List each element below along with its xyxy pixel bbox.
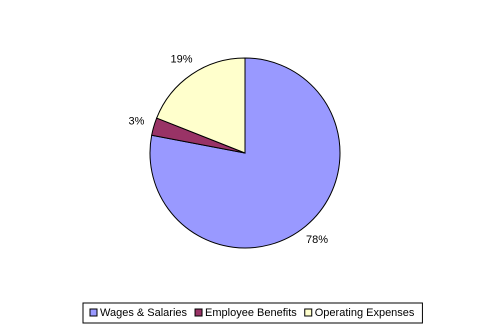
value-label: 19%	[170, 53, 192, 65]
legend-label: Wages & Salaries	[100, 307, 188, 319]
legend-label: Employee Benefits	[205, 307, 297, 319]
value-label: 78%	[306, 234, 328, 246]
legend-swatch	[89, 308, 98, 317]
legend: Wages & Salaries Employee Benefits Operati…	[82, 302, 423, 324]
legend-box	[82, 302, 423, 324]
value-label: 3%	[129, 115, 145, 127]
pie-slice	[156, 57, 246, 154]
pie-slice	[149, 57, 341, 249]
legend-swatch	[304, 308, 313, 317]
legend-swatch	[194, 308, 203, 317]
legend-label: Operating Expenses	[315, 307, 415, 319]
